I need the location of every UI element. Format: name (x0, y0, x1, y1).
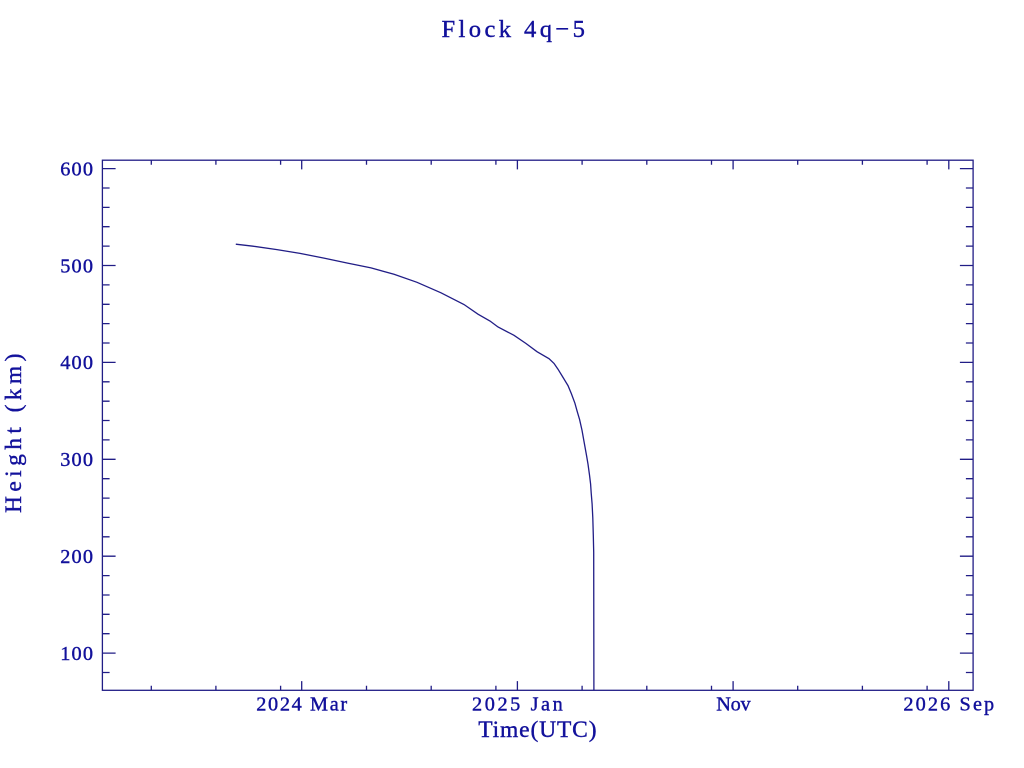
svg-text:Time(UTC): Time(UTC) (478, 717, 596, 743)
svg-text:200: 200 (60, 546, 93, 568)
svg-text:Nov: Nov (716, 693, 751, 715)
svg-text:400: 400 (60, 352, 93, 374)
svg-text:Height (km): Height (km) (1, 354, 27, 514)
svg-text:2025 Jan: 2025 Jan (472, 693, 563, 715)
svg-text:300: 300 (60, 449, 93, 471)
svg-text:2026 Sep: 2026 Sep (903, 693, 994, 715)
svg-text:500: 500 (60, 255, 93, 277)
svg-text:100: 100 (60, 643, 93, 665)
svg-text:600: 600 (60, 158, 93, 180)
